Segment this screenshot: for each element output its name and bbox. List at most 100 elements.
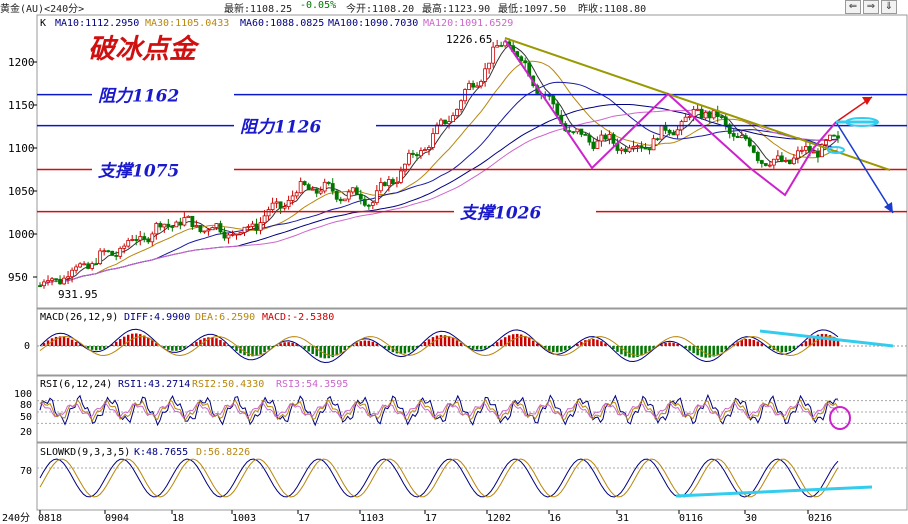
candle-body	[294, 192, 299, 197]
candle-body	[350, 187, 355, 193]
candle-body	[322, 181, 327, 192]
candle-body	[495, 45, 500, 48]
candle-body	[206, 229, 211, 232]
rsi1-label: RSI1:43.2714	[118, 379, 190, 390]
candle-body	[647, 148, 652, 151]
candle-body	[198, 225, 203, 232]
candle-body	[739, 135, 744, 139]
candle-body	[226, 234, 231, 239]
candle-body	[238, 232, 243, 235]
candle-body	[611, 134, 616, 144]
candle-body	[222, 231, 227, 239]
x-axis: 240分 0818 0904 18 1003 17 1103 17 1202 16 31 0116 3…	[2, 510, 832, 524]
price-y-axis: 1200 1150 1100 1050 1000 950	[8, 56, 37, 284]
candle-body	[58, 278, 62, 285]
candle-body	[399, 170, 403, 183]
rsi-highlight-circle	[829, 406, 851, 430]
rsi1-line	[39, 393, 838, 427]
candle-body	[519, 56, 524, 62]
candle-body	[687, 116, 692, 118]
candle-body	[170, 226, 175, 228]
candle-body	[94, 263, 99, 265]
x-tick-label: 17	[298, 513, 310, 524]
rsi-panel-frame	[36, 375, 908, 443]
candle-body	[134, 239, 139, 241]
candle-body	[483, 68, 488, 82]
candle-body	[334, 190, 339, 200]
candle-body	[182, 217, 187, 226]
candle-body	[282, 206, 287, 209]
open-price: 今开:1108.20	[346, 4, 415, 14]
rsi-series	[37, 393, 907, 427]
candle-body	[142, 236, 147, 240]
candle-body	[635, 145, 640, 148]
candle-body	[106, 250, 111, 253]
x-tick-label: 18	[172, 513, 184, 524]
candle-body	[555, 103, 560, 116]
candle-body	[795, 150, 800, 159]
x-tick-label: 17	[425, 513, 437, 524]
x-tick-label: 31	[617, 513, 629, 524]
candle-body	[667, 129, 672, 134]
candle-body	[46, 280, 50, 283]
zigzag-pattern	[504, 39, 837, 197]
macd-panel-frame	[36, 308, 908, 376]
candle-body	[747, 138, 752, 147]
x-tick-label: 1103	[360, 513, 384, 524]
y-tick-label: 1000	[8, 228, 35, 241]
rsi-tick-100: 100	[14, 389, 32, 400]
chart-title: 破冰点金	[88, 34, 200, 65]
candle-body	[447, 121, 451, 125]
macd-diff-line	[39, 328, 839, 364]
macd-value-label: MACD:-2.5380	[262, 312, 334, 323]
candle-body	[74, 266, 78, 271]
candle-body	[711, 110, 716, 119]
macd-dea-label: DEA:6.2590	[195, 312, 255, 323]
candle-body	[423, 149, 427, 152]
candle-body	[54, 278, 58, 281]
rsi3-line	[39, 401, 839, 419]
candle-body	[250, 223, 255, 227]
candle-body	[230, 234, 235, 236]
candle-body	[146, 238, 151, 243]
x-tick-label: 1202	[487, 513, 511, 524]
candle-body	[386, 179, 391, 187]
candle-body	[479, 81, 484, 87]
level-label: 阻力1126	[240, 118, 321, 138]
candle-body	[302, 181, 307, 186]
kd-tick-70: 70	[20, 466, 32, 477]
candle-body	[338, 198, 343, 202]
candle-body	[599, 134, 604, 142]
candle-body	[491, 46, 496, 64]
ma120-label: MA120:1091.6529	[423, 18, 513, 29]
candle-body	[631, 145, 636, 149]
candle-body	[374, 190, 379, 204]
macd-diff-label: DIFF:4.9900	[124, 312, 190, 323]
candle-body	[443, 119, 447, 125]
candle-body	[66, 276, 70, 279]
y-tick-label: 1050	[8, 185, 35, 198]
candle-body	[699, 108, 704, 119]
macd-zero-tick: 0	[24, 341, 30, 352]
ma60-label: MA60:1088.0825	[240, 18, 324, 29]
candle-body	[603, 134, 608, 140]
candle-body	[190, 215, 195, 228]
level-label: 支撑1026	[460, 204, 541, 224]
rsi2-line	[39, 398, 839, 422]
descending-trendline	[504, 37, 891, 171]
nav-left-icon[interactable]: ⇐	[845, 0, 861, 14]
nav-down-icon[interactable]: ⇓	[881, 0, 897, 14]
candle-body	[346, 191, 351, 200]
nav-right-icon[interactable]: ⇒	[863, 0, 879, 14]
candle-body	[82, 263, 87, 266]
candle-body	[130, 239, 135, 241]
candle-body	[102, 250, 107, 253]
candle-body	[42, 281, 46, 287]
candle-body	[382, 182, 387, 187]
candle-body	[655, 138, 660, 141]
candle-body	[78, 263, 83, 268]
candle-body	[595, 140, 600, 149]
candle-body	[415, 154, 419, 157]
candle-body	[727, 124, 732, 134]
